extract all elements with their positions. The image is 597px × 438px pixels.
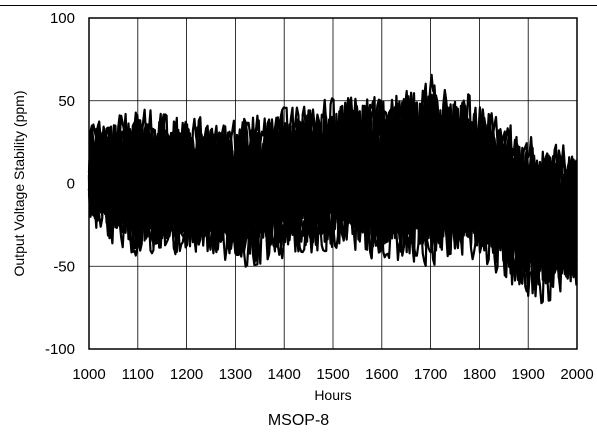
y-tick-label: 0 (67, 176, 75, 193)
chart-caption: MSOP-8 (267, 412, 330, 429)
y-tick-label: 100 (50, 10, 75, 27)
x-tick-label: 1700 (414, 366, 447, 383)
series-line-29 (87, 84, 578, 212)
x-tick-label: 1300 (219, 366, 252, 383)
y-axis-label: Output Voltage Stability (ppm) (11, 91, 27, 277)
x-tick-label: 1400 (268, 366, 301, 383)
x-tick-labels: 1000 1100 1200 1300 1400 1500 1600 1700 1800 1900… (72, 366, 593, 383)
plot-frame (88, 17, 578, 350)
x-tick-label: 1000 (72, 366, 105, 383)
x-tick-label: 1100 (122, 366, 154, 383)
y-tick-labels: -100 -50 0 50 100 (45, 10, 75, 358)
x-tick-label: 1900 (512, 366, 545, 383)
series-lines (87, 73, 578, 305)
x-tick-label: 1800 (463, 366, 496, 383)
x-axis-label: Hours (314, 387, 351, 403)
x-tick-label: 2000 (560, 366, 593, 383)
top-rule (0, 5, 597, 6)
y-tick-label: -100 (45, 341, 75, 358)
x-tick-label: 1200 (170, 366, 203, 383)
y-tick-label: -50 (53, 258, 75, 275)
series-line-30 (87, 73, 578, 220)
x-tick-label: 1600 (365, 366, 398, 383)
y-tick-label: 50 (58, 93, 75, 110)
x-tick-label: 1500 (316, 366, 349, 383)
